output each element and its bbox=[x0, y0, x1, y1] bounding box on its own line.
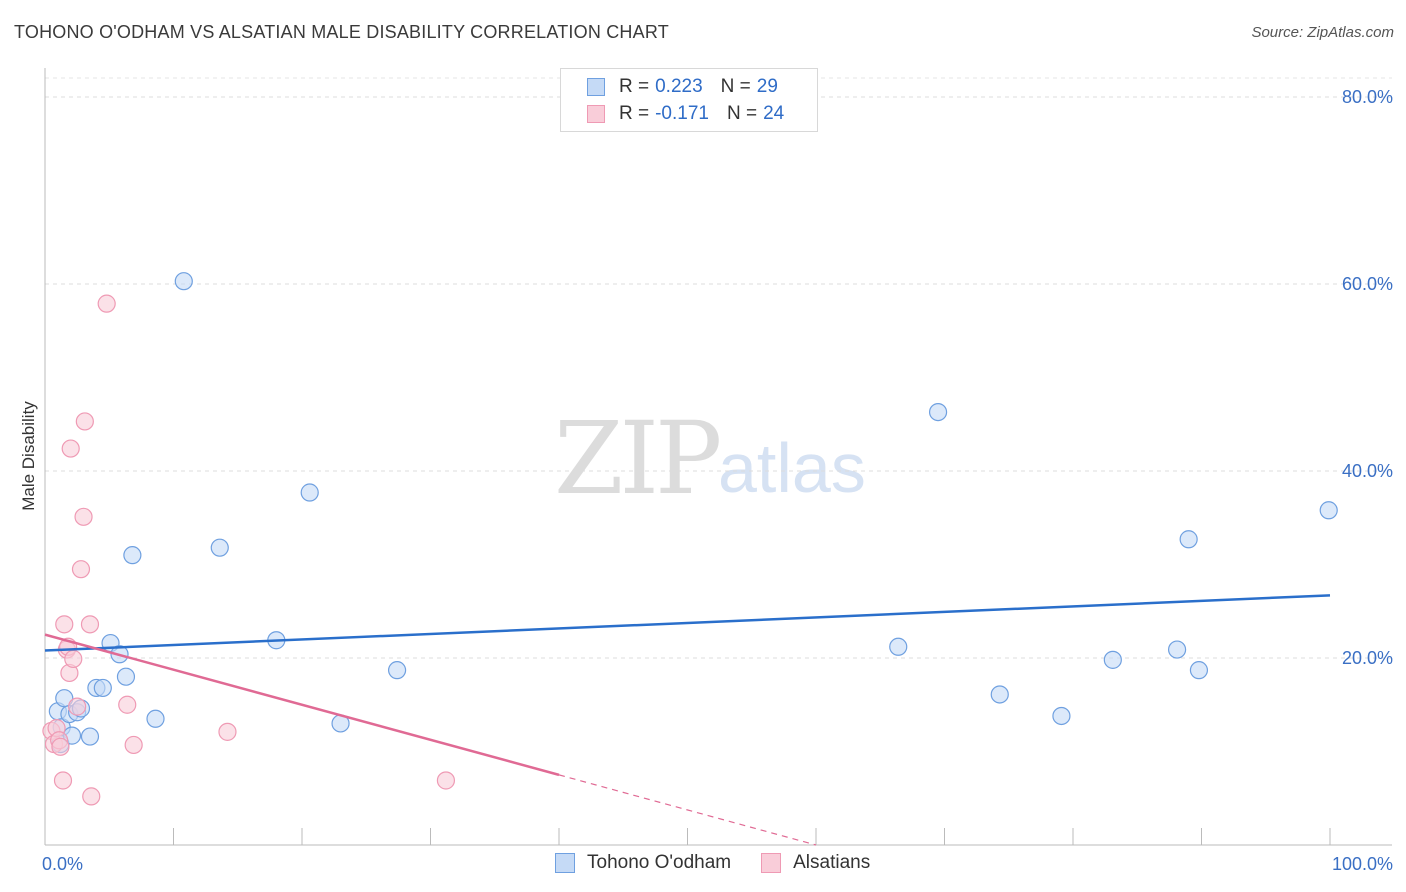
tohono-point bbox=[1052, 706, 1071, 726]
alsatians-point bbox=[436, 771, 456, 790]
alsatians-point bbox=[118, 695, 137, 714]
x-tick-label: 0.0% bbox=[42, 854, 83, 874]
tohono-point bbox=[300, 483, 319, 502]
source-label: Source: ZipAtlas.com bbox=[1251, 24, 1394, 41]
legend-row-alsatians: R = -0.171 N = 24 bbox=[587, 102, 784, 126]
correlation-legend: R = 0.223 N = 29 R = -0.171 N = 24 bbox=[560, 68, 818, 132]
tohono-point bbox=[1167, 640, 1187, 659]
series-swatch-tohono bbox=[555, 853, 575, 873]
tohono-point bbox=[1103, 650, 1122, 669]
legend-r-label: R = bbox=[619, 76, 650, 97]
x-tick-label: 100.0% bbox=[1332, 854, 1393, 874]
tohono-point bbox=[1319, 501, 1338, 520]
alsatians-point bbox=[51, 737, 70, 756]
alsatians-point bbox=[80, 615, 100, 634]
alsatians-point bbox=[75, 412, 94, 431]
tohono-point bbox=[990, 685, 1009, 704]
tohono-point bbox=[116, 667, 136, 686]
y-tick-label: 20.0% bbox=[1342, 648, 1393, 668]
tohono-point bbox=[174, 272, 193, 291]
alsatians-point bbox=[55, 615, 74, 634]
legend-swatch-tohono bbox=[587, 78, 605, 96]
alsatians-point bbox=[82, 787, 101, 806]
alsatians-trend-extension bbox=[558, 774, 817, 846]
watermark-zip: ZIP bbox=[554, 400, 722, 517]
alsatians-point bbox=[74, 507, 93, 526]
alsatians-point bbox=[68, 697, 87, 716]
tohono-point bbox=[80, 727, 100, 746]
watermark-atlas: atlas bbox=[718, 429, 866, 507]
tohono-trend-line bbox=[44, 594, 1331, 652]
alsatians-point bbox=[71, 560, 91, 579]
legend-r-value: 0.223 bbox=[655, 76, 703, 97]
tohono-point bbox=[928, 402, 948, 422]
tohono-point bbox=[123, 546, 142, 565]
alsatians-point bbox=[61, 439, 80, 458]
tohono-point bbox=[210, 538, 229, 557]
alsatians-trend-line bbox=[44, 633, 560, 777]
alsatians-point bbox=[124, 735, 143, 755]
legend-r-value: -0.171 bbox=[655, 103, 709, 124]
series-label-tohono: Tohono O'odham bbox=[587, 852, 732, 873]
series-swatch-alsatians bbox=[761, 853, 782, 873]
tohono-point bbox=[1189, 661, 1209, 680]
chart-title: TOHONO O'ODHAM VS ALSATIAN MALE DISABILI… bbox=[14, 22, 669, 42]
series-label-alsatians: Alsatians bbox=[793, 852, 871, 873]
legend-row-tohono: R = 0.223 N = 29 bbox=[587, 75, 778, 99]
alsatians-point bbox=[64, 649, 83, 669]
legend-n-value: 24 bbox=[763, 103, 785, 124]
y-tick-label: 40.0% bbox=[1342, 461, 1393, 481]
tohono-point bbox=[146, 709, 165, 728]
series-legend-alsatians[interactable]: Alsatians bbox=[761, 852, 870, 874]
alsatians-point bbox=[97, 294, 116, 313]
legend-r-label: R = bbox=[619, 103, 650, 124]
series-legend-tohono[interactable]: Tohono O'odham bbox=[555, 852, 731, 874]
y-axis-title: Male Disability bbox=[19, 401, 38, 511]
legend-n-label: N = bbox=[720, 76, 751, 97]
legend-swatch-alsatians bbox=[587, 105, 605, 123]
y-tick-label: 60.0% bbox=[1342, 274, 1393, 294]
legend-n-value: 29 bbox=[756, 76, 778, 97]
tohono-point bbox=[889, 637, 908, 656]
y-tick-label: 80.0% bbox=[1342, 87, 1393, 107]
alsatians-point bbox=[53, 771, 73, 790]
alsatians-point bbox=[218, 722, 237, 741]
tohono-point bbox=[93, 678, 112, 698]
tohono-point bbox=[387, 661, 407, 680]
tohono-point bbox=[1179, 530, 1198, 549]
legend-n-label: N = bbox=[726, 103, 758, 124]
series-legend: Tohono O'odham Alsatians bbox=[555, 852, 900, 874]
